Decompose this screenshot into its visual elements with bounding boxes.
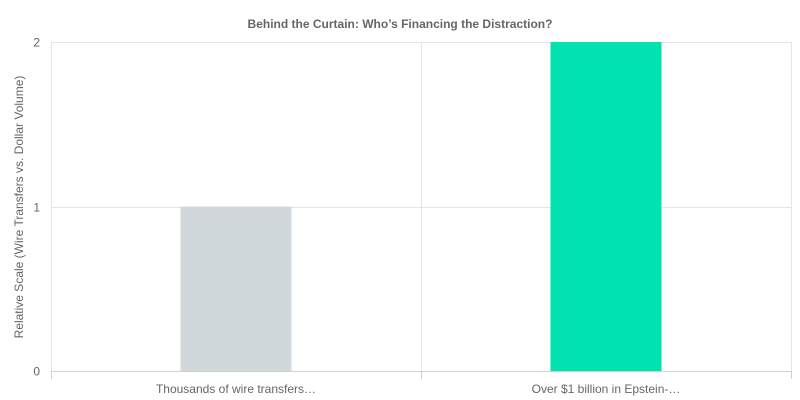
x-tick-label: Over $1 billion in Epstein-…	[532, 382, 681, 396]
axis-layer	[51, 371, 792, 379]
y-axis-title: Relative Scale (Wire Transfers vs. Dolla…	[12, 76, 26, 339]
labels-layer: 0 1 2 Thousands of wire transfers… Over $1 b…	[33, 36, 680, 397]
chart-title: Behind the Curtain: Who’s Financing the …	[248, 17, 553, 31]
x-tick-label: Thousands of wire transfers…	[156, 382, 316, 396]
grid-layer	[51, 42, 792, 372]
bars-layer	[180, 42, 662, 371]
bar	[180, 206, 292, 371]
y-tick-label: 0	[33, 365, 40, 379]
y-tick-label: 2	[33, 36, 40, 50]
bar	[550, 42, 662, 371]
y-tick-label: 1	[33, 201, 40, 215]
